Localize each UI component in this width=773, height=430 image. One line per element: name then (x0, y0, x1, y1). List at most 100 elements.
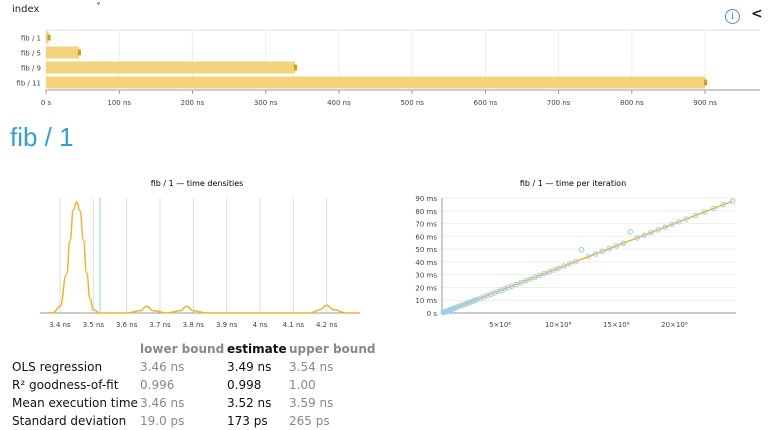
summary-bar-error (47, 34, 51, 41)
summary-category-label: fib / 11 (16, 80, 41, 88)
iteration-chart-title: fib / 1 — time per iteration (520, 179, 626, 188)
iteration-point (513, 281, 520, 288)
header-blank (12, 340, 140, 358)
iteration-point (627, 229, 634, 235)
iteration-x-tick-label: 10×10⁶ (545, 321, 572, 329)
lower-bound-cell: 3.46 ns (140, 360, 185, 374)
info-icon[interactable]: i (725, 9, 740, 24)
iteration-point (488, 291, 494, 298)
header-lower-bound: lower bound (140, 342, 225, 356)
upper-bound-cell: 3.59 ns (289, 396, 334, 410)
estimate-cell: 0.998 (227, 378, 262, 392)
summary-bar (46, 76, 706, 89)
density-x-tick-label: 3.5 ns (83, 321, 105, 329)
summary-bar-error (704, 79, 708, 86)
iteration-point (585, 253, 592, 260)
iteration-point (522, 278, 529, 284)
lower-bound-cell: 19.0 ps (140, 414, 185, 428)
iteration-point (527, 276, 534, 282)
chevron-down-icon[interactable]: ˅ (96, 2, 101, 13)
benchmark-select[interactable]: index (12, 4, 40, 15)
iteration-x-tick-label: 15×10⁶ (603, 321, 630, 329)
estimate-cell: 3.49 ns (227, 360, 272, 374)
iteration-y-tick-label: 50 ms (415, 246, 437, 254)
density-x-tick-label: 4 ns (253, 321, 268, 329)
summary-x-tick-label: 600 ns (474, 99, 498, 107)
iteration-point (641, 232, 647, 238)
iteration-point (481, 294, 487, 300)
iteration-chart: fib / 1 — time per iteration 0 s 10 ms 20 … (415, 179, 736, 329)
estimate-cell: 3.52 ns (227, 396, 272, 410)
summary-x-tick-label: 100 ns (107, 99, 131, 107)
iteration-point (606, 245, 613, 252)
iteration-y-tick-label: 0 s (427, 310, 438, 318)
iteration-point (683, 216, 689, 222)
iteration-point (541, 270, 548, 277)
density-x-tick-label: 4.2 ns (316, 321, 338, 329)
iteration-y-tick-label: 60 ms (415, 233, 437, 241)
page-title: fib / 1 (10, 122, 74, 152)
iteration-y-tick-label: 80 ms (415, 208, 437, 216)
header-estimate: estimate (227, 342, 287, 356)
iteration-point (634, 235, 641, 241)
upper-bound-cell: 1.00 (289, 378, 316, 392)
iteration-point (532, 274, 538, 281)
iteration-y-tick-label: 20 ms (415, 284, 437, 292)
iteration-point (599, 248, 606, 255)
iteration-point (669, 221, 675, 228)
density-chart-title: fib / 1 — time densities (151, 179, 244, 188)
density-x-tick-label: 3.4 ns (49, 321, 71, 329)
summary-x-tick-label: 300 ns (254, 99, 278, 107)
summary-x-tick-label: 800 ns (620, 99, 644, 107)
table-header-row: lower bound estimate upper bound (12, 340, 379, 358)
iteration-point (498, 287, 505, 294)
iteration-point (655, 227, 661, 233)
iteration-point (701, 209, 708, 215)
lower-bound-cell: 0.996 (140, 378, 175, 392)
iteration-point (613, 243, 620, 249)
summary-x-tick-label: 900 ns (693, 99, 717, 107)
density-x-tick-label: 3.7 ns (149, 321, 171, 329)
iteration-point (491, 290, 498, 296)
iteration-point (536, 272, 543, 279)
iteration-point (561, 263, 567, 269)
summary-category-label: fib / 5 (21, 50, 41, 58)
density-curve (46, 201, 360, 314)
iteration-point (508, 283, 515, 289)
iteration-y-tick-label: 70 ms (415, 221, 437, 229)
upper-bound-cell: 3.54 ns (289, 360, 334, 374)
row-label: Mean execution time (12, 396, 138, 410)
summary-x-tick-label: 500 ns (400, 99, 424, 107)
summary-category-label: fib / 1 (21, 35, 41, 43)
table-row: R² goodness-of-fit 0.996 0.998 1.00 (12, 376, 379, 394)
summary-bar (46, 46, 79, 59)
density-x-tick-label: 4.1 ns (283, 321, 305, 329)
summary-bar (46, 31, 49, 44)
iteration-point (711, 205, 717, 212)
row-label: Standard deviation (12, 414, 127, 428)
row-label: OLS regression (12, 360, 103, 374)
iteration-point (648, 229, 654, 236)
lower-bound-cell: 3.46 ns (140, 396, 185, 410)
table-row: OLS regression 3.46 ns 3.49 ns 3.54 ns (12, 358, 379, 376)
summary-bar-chart: fib / 1 fib / 5 fib / 9 fib / 11 0 s 100 ns 2… (16, 29, 760, 107)
density-x-tick-label: 3.6 ns (116, 321, 138, 329)
iteration-x-tick-label: 5×10⁶ (489, 321, 511, 329)
iteration-point (729, 198, 736, 204)
iteration-point (505, 284, 512, 291)
iteration-y-tick-label: 10 ms (415, 297, 437, 305)
iteration-point (620, 240, 627, 247)
summary-x-tick-label: 400 ns (327, 99, 351, 107)
iteration-point (546, 269, 552, 275)
iteration-point (550, 267, 557, 273)
iteration-x-tick-label: 20×10⁶ (661, 321, 688, 329)
summary-x-tick-label: 700 ns (547, 99, 571, 107)
iteration-point (518, 279, 524, 286)
density-x-tick-label: 3.8 ns (183, 321, 205, 329)
iteration-point (592, 251, 599, 257)
table-row: Mean execution time 3.46 ns 3.52 ns 3.59… (12, 394, 379, 412)
iteration-point (692, 212, 699, 219)
chevron-left-icon[interactable]: < (751, 6, 763, 22)
estimate-cell: 173 ps (227, 414, 268, 428)
iteration-y-tick-label: 30 ms (415, 272, 437, 280)
